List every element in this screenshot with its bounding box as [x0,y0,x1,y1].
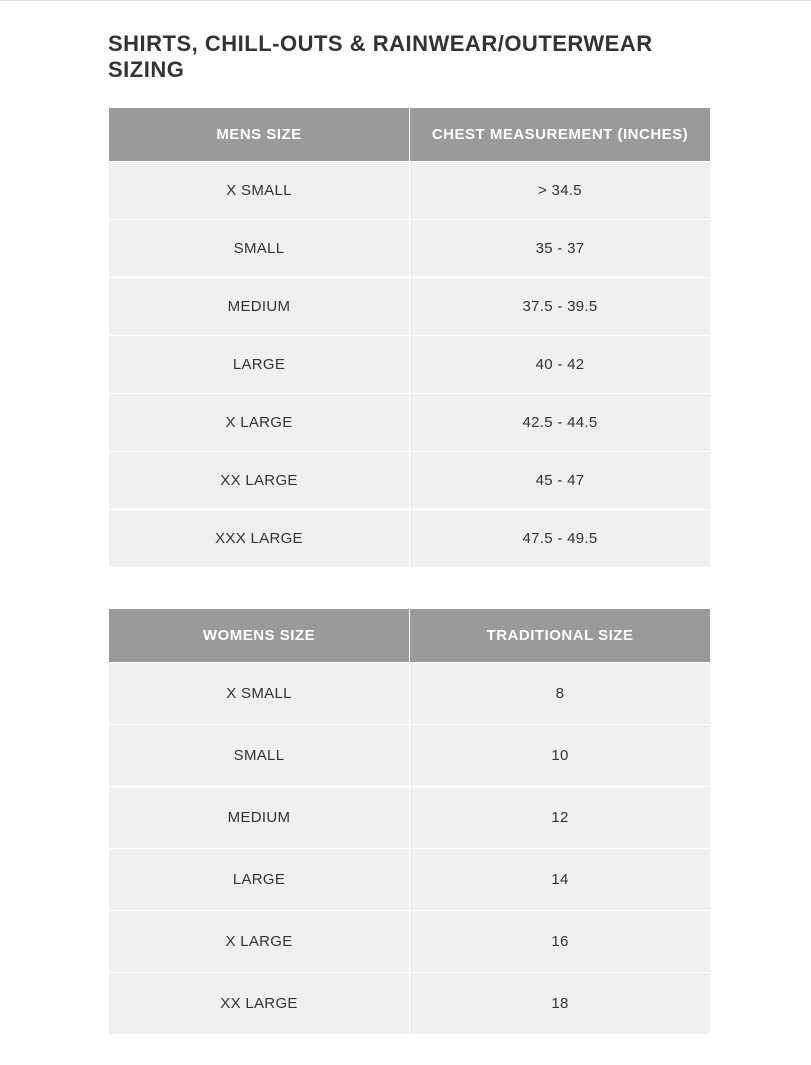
mens-size-header: MENS SIZE [109,108,410,162]
measurement-cell: 47.5 - 49.5 [410,510,711,568]
table-row: XXX LARGE 47.5 - 49.5 [109,510,711,568]
measurement-cell: 42.5 - 44.5 [410,394,711,452]
traditional-cell: 10 [410,725,711,787]
table-row: LARGE 14 [109,849,711,911]
measurement-cell: 35 - 37 [410,220,711,278]
traditional-cell: 16 [410,911,711,973]
womens-size-header: WOMENS SIZE [109,609,410,663]
size-cell: SMALL [109,220,410,278]
table-row: SMALL 10 [109,725,711,787]
table-row: X SMALL 8 [109,663,711,725]
size-cell: X SMALL [109,663,410,725]
table-row: X LARGE 42.5 - 44.5 [109,394,711,452]
sizing-container: SHIRTS, CHILL-OUTS & RAINWEAR/OUTERWEAR … [0,31,811,1035]
traditional-size-header: TRADITIONAL SIZE [410,609,711,663]
measurement-cell: 37.5 - 39.5 [410,278,711,336]
table-row: XX LARGE 18 [109,973,711,1035]
womens-sizing-table: WOMENS SIZE TRADITIONAL SIZE X SMALL 8 S… [108,608,711,1035]
size-cell: MEDIUM [109,278,410,336]
size-cell: SMALL [109,725,410,787]
size-cell: XX LARGE [109,452,410,510]
size-cell: X LARGE [109,394,410,452]
table-header-row: WOMENS SIZE TRADITIONAL SIZE [109,609,711,663]
measurement-cell: > 34.5 [410,162,711,220]
size-cell: XXX LARGE [109,510,410,568]
traditional-cell: 14 [410,849,711,911]
traditional-cell: 18 [410,973,711,1035]
size-cell: X SMALL [109,162,410,220]
traditional-cell: 12 [410,787,711,849]
table-row: SMALL 35 - 37 [109,220,711,278]
table-header-row: MENS SIZE CHEST MEASUREMENT (INCHES) [109,108,711,162]
size-cell: XX LARGE [109,973,410,1035]
size-cell: LARGE [109,336,410,394]
table-row: XX LARGE 45 - 47 [109,452,711,510]
table-row: MEDIUM 12 [109,787,711,849]
size-cell: MEDIUM [109,787,410,849]
measurement-cell: 45 - 47 [410,452,711,510]
mens-sizing-table: MENS SIZE CHEST MEASUREMENT (INCHES) X S… [108,107,711,568]
table-row: MEDIUM 37.5 - 39.5 [109,278,711,336]
measurement-cell: 40 - 42 [410,336,711,394]
traditional-cell: 8 [410,663,711,725]
table-row: X LARGE 16 [109,911,711,973]
table-row: X SMALL > 34.5 [109,162,711,220]
chest-measurement-header: CHEST MEASUREMENT (INCHES) [410,108,711,162]
size-cell: X LARGE [109,911,410,973]
table-row: LARGE 40 - 42 [109,336,711,394]
page-title: SHIRTS, CHILL-OUTS & RAINWEAR/OUTERWEAR … [108,31,711,83]
size-cell: LARGE [109,849,410,911]
